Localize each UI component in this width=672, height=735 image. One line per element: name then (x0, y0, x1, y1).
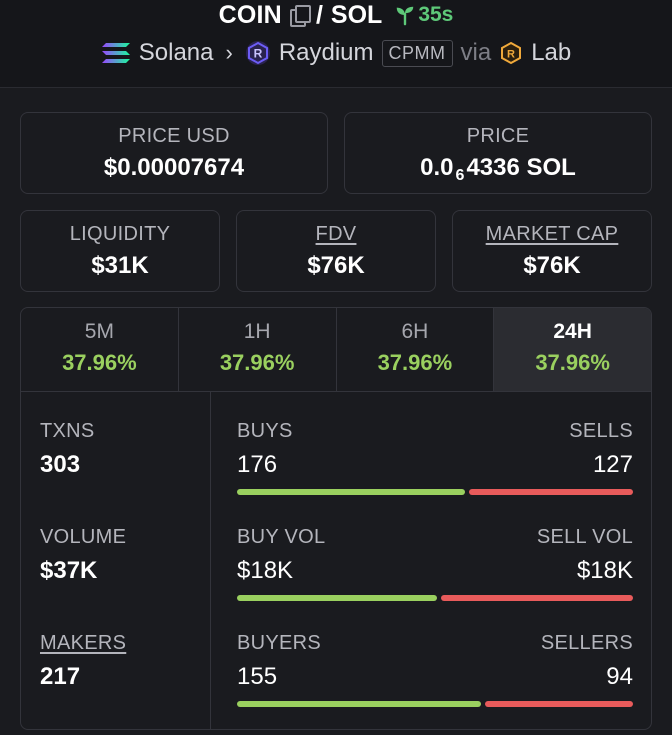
sell-vol-bar-fill (441, 595, 633, 601)
price-native-card: PRICE 0.0 64336 SOL (344, 112, 652, 194)
liquidity-value: $31K (91, 252, 149, 279)
raydium-logo-icon: R (245, 41, 270, 65)
svg-text:R: R (507, 49, 515, 61)
sell-vol-value: $18K (576, 557, 633, 584)
sellers-bar-fill (485, 701, 633, 707)
stats-totals-column: TXNS 303 VOLUME $37K MAKERS 217 (21, 392, 211, 729)
pair-header: COIN / SOL 35s Solana › (0, 0, 672, 88)
chevron-right-icon: › (225, 40, 233, 65)
makers-label[interactable]: MAKERS (40, 632, 127, 654)
tab-label: 24H (553, 320, 592, 343)
via-label: via (460, 39, 492, 66)
buys-label: BUYS (237, 420, 293, 442)
price-usd-card: PRICE USD $0.00007674 (20, 112, 328, 194)
tab-change: 37.96% (62, 350, 137, 375)
tab-label: 1H (243, 320, 271, 343)
liquidity-label: LIQUIDITY (69, 223, 171, 245)
buy-vol-bar-fill (237, 595, 437, 601)
tab-change: 37.96% (377, 350, 453, 375)
fdv-value: $76K (307, 252, 365, 279)
base-token-symbol: COIN (218, 0, 282, 29)
txns-stat: TXNS 303 (40, 420, 95, 479)
tab-6h[interactable]: 6H 37.96% (337, 308, 495, 391)
buyers-value: 155 (237, 663, 278, 690)
price-native-zero-count: 6 (455, 167, 465, 184)
buyers-sellers-bar (237, 701, 633, 707)
volume-split-row: BUY VOL SELL VOL $18K $18K (237, 526, 633, 601)
sells-label: SELLS (569, 420, 633, 442)
tab-change: 37.96% (219, 350, 295, 375)
dex-name[interactable]: Raydium (278, 39, 374, 66)
chain-name[interactable]: Solana (138, 39, 214, 66)
fdv-card: FDV $76K (236, 210, 436, 292)
buys-sells-row: BUYS SELLS 176 127 (237, 420, 633, 495)
buyers-bar-fill (237, 701, 481, 707)
tab-1h[interactable]: 1H 37.96% (179, 308, 337, 391)
volume-split-bar (237, 595, 633, 601)
tab-24h[interactable]: 24H 37.96% (494, 308, 651, 391)
tab-label: 6H (401, 320, 429, 343)
tab-5m[interactable]: 5M 37.96% (21, 308, 179, 391)
sell-vol-label: SELL VOL (536, 526, 633, 548)
txns-label: TXNS (40, 420, 95, 442)
price-usd-value: $0.00007674 (103, 154, 245, 181)
volume-value: $37K (40, 557, 98, 584)
volume-label: VOLUME (40, 526, 127, 548)
copy-icon[interactable] (289, 5, 311, 27)
pair-age-text: 35s (418, 3, 454, 26)
sells-value: 127 (592, 451, 633, 478)
market-cap-label[interactable]: MARKET CAP (485, 223, 619, 245)
makers-value: 217 (40, 663, 81, 690)
pair-slash: / (315, 0, 323, 29)
price-native-label: PRICE (466, 125, 530, 147)
buyers-sellers-row: BUYERS SELLERS 155 94 (237, 632, 633, 707)
market-cap-value: $76K (523, 252, 581, 279)
tab-label: 5M (84, 320, 114, 343)
timeframe-tabs: 5M 37.96% 1H 37.96% 6H 37.96% 24H 37.96% (21, 308, 651, 392)
svg-text:R: R (253, 47, 262, 61)
buys-sells-bar (237, 489, 633, 495)
quote-token-symbol: SOL (330, 0, 383, 29)
pair-title-row: COIN / SOL 35s (0, 0, 672, 30)
tab-change: 37.96% (535, 350, 610, 375)
lab-logo-icon: R (501, 41, 522, 65)
market-cap-card: MARKET CAP $76K (452, 210, 652, 292)
launchpad-name[interactable]: Lab (531, 39, 572, 66)
sellers-value: 94 (606, 663, 633, 690)
fdv-label[interactable]: FDV (315, 223, 357, 245)
price-native-suffix: 4336 SOL (466, 154, 576, 181)
sellers-label: SELLERS (540, 632, 633, 654)
price-native-prefix: 0.0 (420, 154, 454, 181)
solana-logo-icon (101, 43, 130, 63)
buys-value: 176 (237, 451, 278, 478)
liquidity-card: LIQUIDITY $31K (20, 210, 220, 292)
pair-age: 35s (394, 3, 453, 27)
pair-breadcrumb: Solana › R Raydium CPMM via R Lab (0, 36, 672, 70)
buy-vol-value: $18K (237, 557, 294, 584)
buys-bar-fill (237, 489, 465, 495)
pool-type-badge: CPMM (381, 39, 453, 67)
txns-value: 303 (40, 451, 81, 478)
trade-stats-panel: 5M 37.96% 1H 37.96% 6H 37.96% 24H 37.96%… (20, 307, 652, 730)
price-usd-label: PRICE USD (118, 125, 230, 147)
buyers-label: BUYERS (237, 632, 322, 654)
volume-stat: VOLUME $37K (40, 526, 126, 585)
sprout-icon (397, 6, 414, 26)
buy-vol-label: BUY VOL (237, 526, 326, 548)
sells-bar-fill (469, 489, 633, 495)
makers-stat: MAKERS 217 (40, 632, 126, 691)
price-native-value: 0.0 64336 SOL (345, 154, 651, 185)
